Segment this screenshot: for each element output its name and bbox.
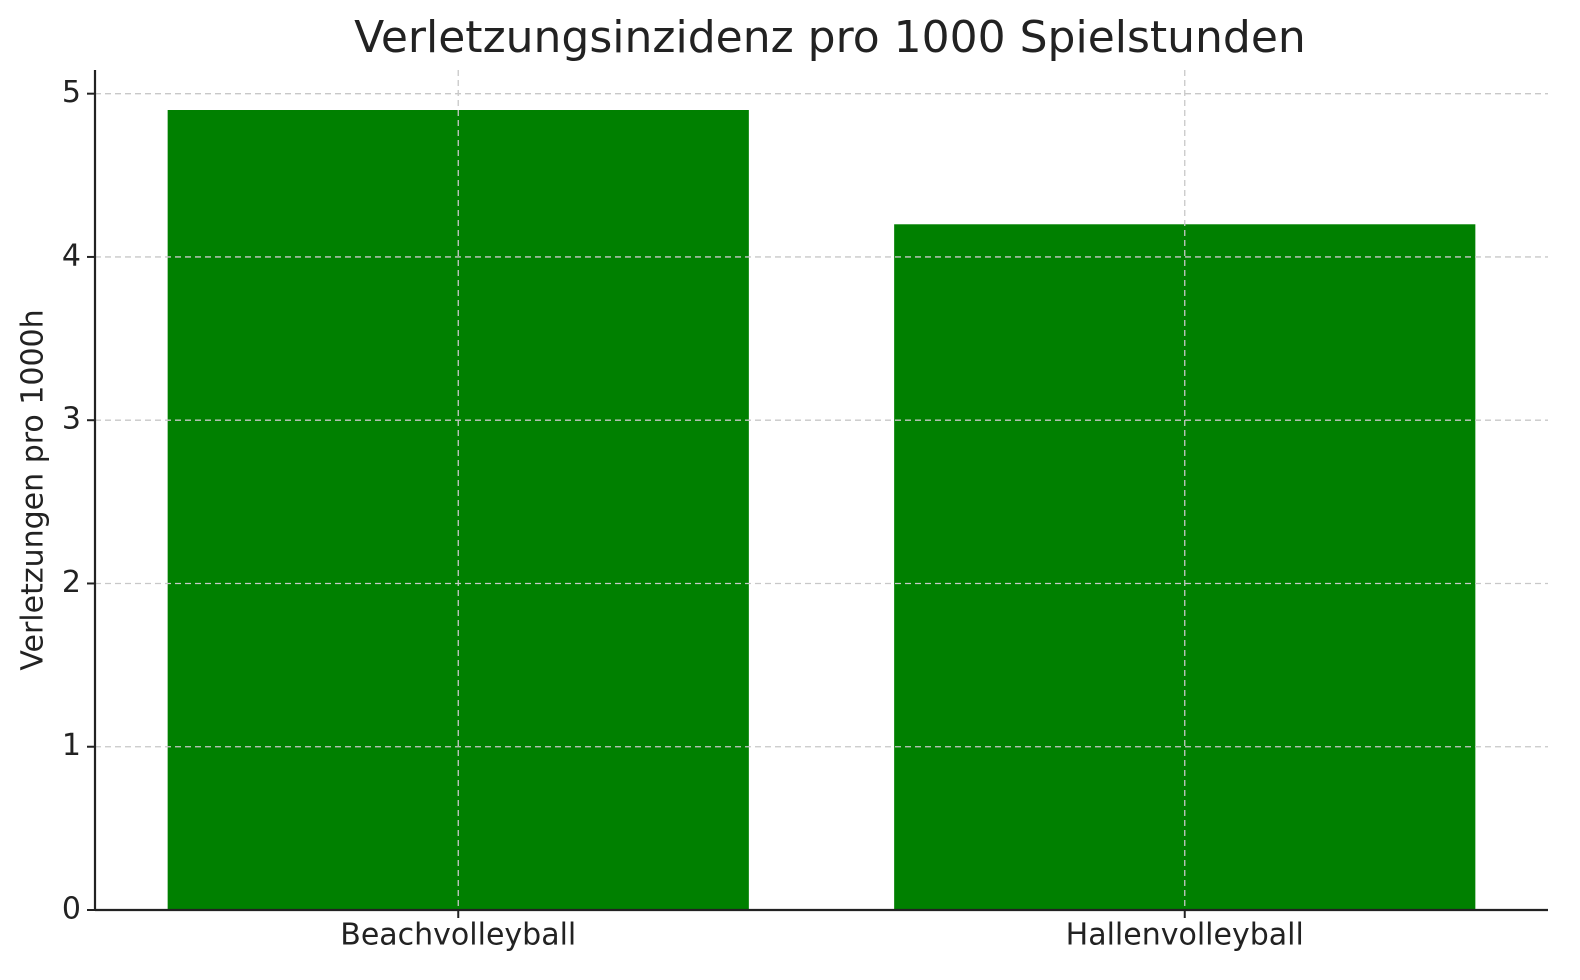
y-tick-label: 5: [62, 75, 81, 110]
bar: [894, 224, 1476, 911]
y-tick-label: 4: [62, 238, 81, 273]
x-tick-label: Beachvolleyball: [340, 918, 576, 953]
y-tick-label: 2: [62, 565, 81, 600]
chart-title: Verletzungsinzidenz pro 1000 Spielstunde…: [354, 12, 1306, 63]
y-tick-label: 0: [62, 892, 81, 927]
y-axis-label: Verletzungen pro 1000h: [16, 309, 51, 670]
y-tick-label: 1: [62, 728, 81, 763]
axes: 0 1 2 3 4 5 Beachvolleyball Hallenvolleyball: [62, 70, 1548, 953]
y-tick-label: 3: [62, 402, 81, 437]
grid: [95, 70, 1548, 911]
x-tick-label: Hallenvolleyball: [1066, 918, 1304, 953]
